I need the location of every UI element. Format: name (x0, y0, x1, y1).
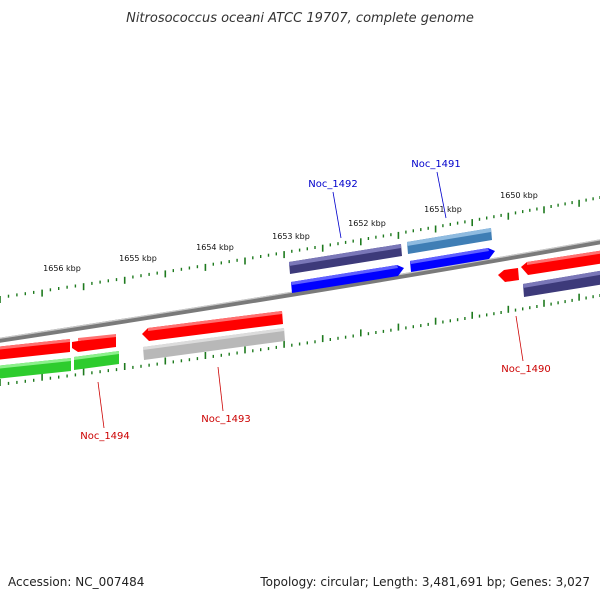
cog-block-noc-1494-highlight (74, 351, 119, 360)
gene-label-noc-1491[interactable]: Noc_1491 (411, 159, 461, 170)
cog-block-noc-1493[interactable] (143, 328, 285, 360)
gene-label-noc-1493[interactable]: Noc_1493 (201, 414, 251, 425)
cds-right-edge-highlight (527, 250, 600, 265)
map-title: Nitrosococcus oceani ATCC 19707, complet… (126, 11, 474, 26)
cog-block-left-edge[interactable] (0, 358, 71, 379)
cog-block-right-edge-highlight (523, 270, 600, 288)
scale-label-1655: 1655 kbp (119, 254, 157, 263)
gene-label-noc-1492[interactable]: Noc_1492 (308, 179, 358, 190)
cog-block-noc-1492-highlight (289, 244, 401, 266)
cog-block-noc-1491-highlight (407, 228, 491, 246)
scale-label-1651: 1651 kbp (424, 205, 462, 214)
leader-noc-1494 (97, 381, 105, 429)
cds-noc-1491-highlight (410, 248, 489, 264)
scale-label-1656: 1656 kbp (43, 264, 81, 273)
cds-noc-1493[interactable] (142, 311, 283, 341)
leader-noc-1490 (515, 315, 524, 362)
inner-tick-track (0, 293, 600, 386)
cog-block-noc-1493-highlight (143, 328, 284, 350)
cds-noc-1491[interactable] (410, 248, 495, 272)
cds-left-edge[interactable] (0, 339, 70, 360)
cds-noc-1494[interactable] (72, 335, 116, 352)
cds-noc-1492-highlight (291, 265, 398, 285)
cds-right-edge[interactable] (521, 250, 600, 275)
genome-summary-text: Topology: circular; Length: 3,481,691 bp… (260, 575, 590, 589)
accession-text: Accession: NC_007484 (8, 575, 145, 589)
leader-noc-1492 (332, 191, 342, 239)
genome-backbone (0, 239, 600, 343)
cds-left-edge-highlight (0, 339, 70, 350)
gene-label-noc-1490[interactable]: Noc_1490 (501, 364, 551, 375)
cds-noc-1490[interactable] (498, 268, 519, 282)
leader-noc-1491 (436, 171, 447, 219)
cog-block-left-edge-highlight (0, 358, 71, 369)
scale-label-1653: 1653 kbp (272, 232, 310, 241)
outer-tick-track (0, 196, 600, 303)
gene-label-noc-1494[interactable]: Noc_1494 (80, 431, 130, 442)
scale-label-1652: 1652 kbp (348, 219, 386, 228)
scale-label-1654: 1654 kbp (196, 243, 234, 252)
leader-noc-1493 (217, 366, 224, 412)
cds-noc-1494-highlight (78, 334, 116, 341)
cds-noc-1492[interactable] (291, 265, 404, 293)
scale-label-1650: 1650 kbp (500, 191, 538, 200)
cds-noc-1493-highlight (148, 311, 282, 331)
